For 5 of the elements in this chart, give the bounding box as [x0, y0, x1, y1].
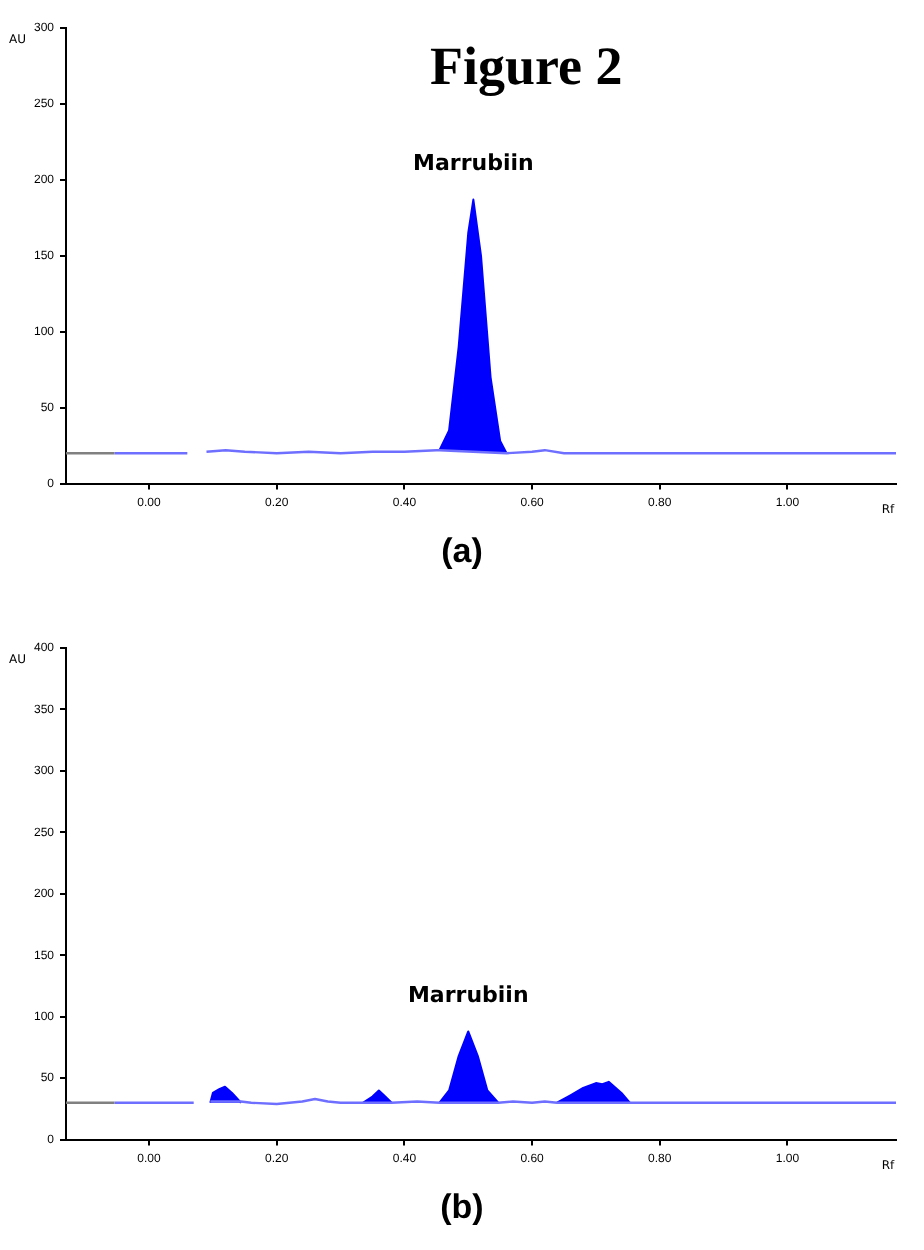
chart-title: Figure 2	[430, 36, 623, 98]
annotation: Marrubiin	[413, 150, 534, 177]
text: (a)	[439, 530, 485, 574]
text: (b)	[438, 1186, 486, 1230]
annotation: Marrubiin	[407, 982, 529, 1009]
